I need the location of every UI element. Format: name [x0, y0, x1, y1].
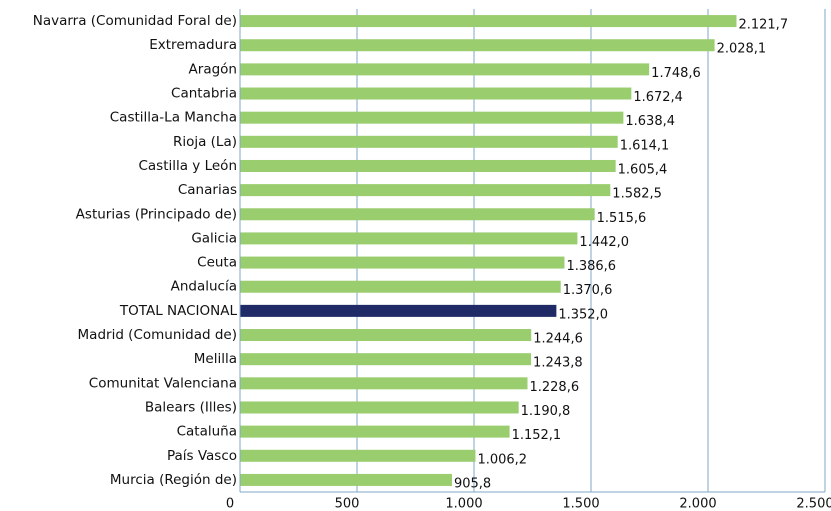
y-tick-label: País Vasco [167, 448, 237, 464]
bar [240, 449, 476, 462]
y-tick-label: Comunitat Valenciana [89, 375, 237, 391]
y-tick-label: Murcia (Región de) [110, 472, 237, 488]
bar [240, 304, 557, 317]
bar [240, 280, 561, 293]
bar [240, 232, 578, 245]
x-tick-label: 500 [335, 497, 360, 511]
x-tick-label: 2.000 [679, 497, 716, 511]
y-tick-label: Melilla [194, 351, 237, 367]
data-label: 1.605,4 [618, 162, 668, 177]
data-label: 1.190,8 [521, 404, 571, 419]
bar [240, 256, 565, 269]
y-tick-label: Balears (Illes) [145, 399, 237, 415]
bar [240, 329, 532, 342]
x-tick-label: 2.500 [796, 497, 831, 511]
bar [240, 87, 632, 100]
y-tick-label: Cantabria [171, 86, 237, 102]
x-tick-label: 1.500 [562, 497, 599, 511]
data-label: 1.352,0 [558, 307, 608, 322]
data-label: 1.370,6 [563, 283, 613, 298]
x-tick-label: 1.000 [445, 497, 482, 511]
data-label: 1.515,6 [597, 211, 647, 226]
bar [240, 111, 624, 124]
data-label: 1.442,0 [579, 235, 629, 250]
y-tick-label: Extremadura [149, 37, 237, 53]
y-tick-label: Castilla y León [138, 158, 237, 174]
y-tick-label: Andalucía [171, 279, 237, 295]
bar [240, 208, 595, 221]
data-label: 1.638,4 [625, 114, 675, 129]
bar [240, 63, 650, 76]
data-label: 1.386,6 [566, 259, 616, 274]
bar [240, 425, 510, 438]
data-label: 1.582,5 [612, 187, 662, 202]
bar [240, 39, 715, 52]
y-tick-label: Aragón [189, 61, 237, 77]
bar [240, 353, 532, 366]
bar [240, 15, 737, 28]
data-label: 1.228,6 [529, 380, 579, 395]
y-tick-label: Canarias [178, 182, 237, 198]
y-tick-label: Madrid (Comunidad de) [78, 327, 237, 343]
bar [240, 159, 616, 172]
bar [240, 377, 528, 390]
y-tick-label: TOTAL NACIONAL [119, 303, 238, 319]
bar [240, 401, 519, 414]
y-tick-label: Asturias (Principado de) [76, 206, 237, 222]
data-label: 1.006,2 [477, 452, 527, 467]
y-tick-label: Ceuta [197, 255, 237, 271]
data-label: 1.244,6 [533, 332, 583, 347]
y-tick-label: Castilla-La Mancha [110, 110, 237, 126]
y-tick-label: Rioja (La) [173, 134, 237, 150]
bar [240, 473, 452, 486]
data-label: 1.152,1 [512, 428, 562, 443]
data-label: 1.672,4 [633, 90, 683, 105]
data-label: 1.243,8 [533, 356, 583, 371]
data-label: 2.028,1 [717, 42, 767, 57]
y-tick-label: Navarra (Comunidad Foral de) [33, 13, 237, 29]
data-label: 2.121,7 [738, 18, 788, 33]
y-tick-label: Cataluña [177, 424, 237, 440]
data-label: 1.748,6 [651, 66, 701, 81]
bar [240, 184, 611, 197]
data-label: 1.614,1 [620, 138, 670, 153]
bar [240, 135, 618, 148]
data-label: 905,8 [454, 476, 491, 491]
x-tick-label: 0 [226, 497, 234, 511]
y-tick-label: Galicia [191, 230, 237, 246]
